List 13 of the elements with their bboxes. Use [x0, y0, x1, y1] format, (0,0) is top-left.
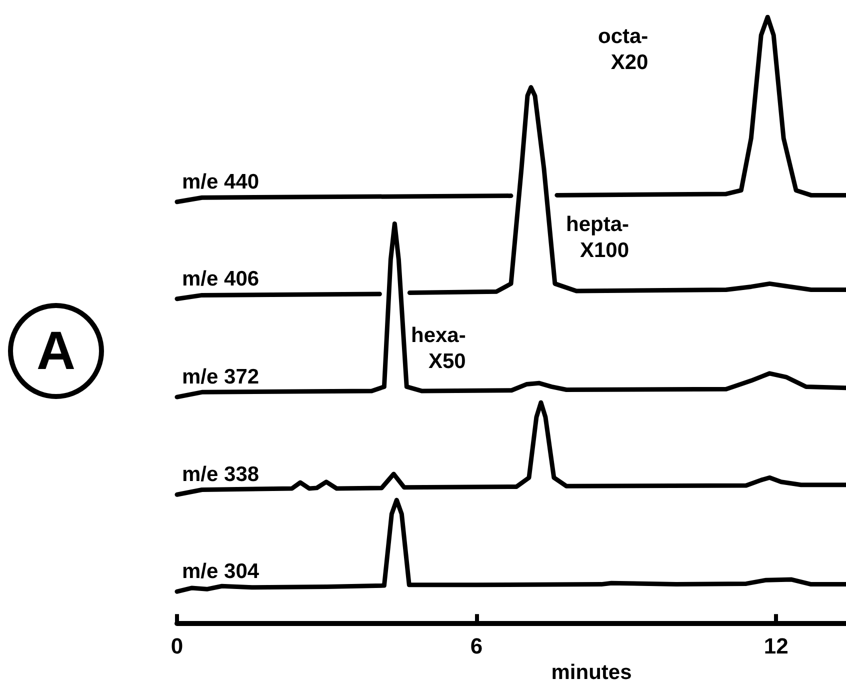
annotation: hepta- X100: [566, 212, 629, 264]
x-tick-label: 6: [470, 634, 483, 659]
x-tick-label: 0: [170, 634, 184, 659]
series-label: m/e 338: [182, 463, 260, 486]
x-tick-label: 12: [764, 634, 788, 659]
series-label: m/e 304: [182, 560, 260, 584]
circle-outline: A: [8, 303, 104, 399]
series-label: m/e 440: [182, 170, 260, 194]
series-label: m/e 372: [182, 366, 260, 389]
x-axis-title: minutes: [551, 661, 632, 684]
annotation: octa- X20: [598, 24, 648, 76]
annotation: hexa- X50: [411, 323, 466, 375]
series-label: m/e 406: [182, 267, 260, 290]
